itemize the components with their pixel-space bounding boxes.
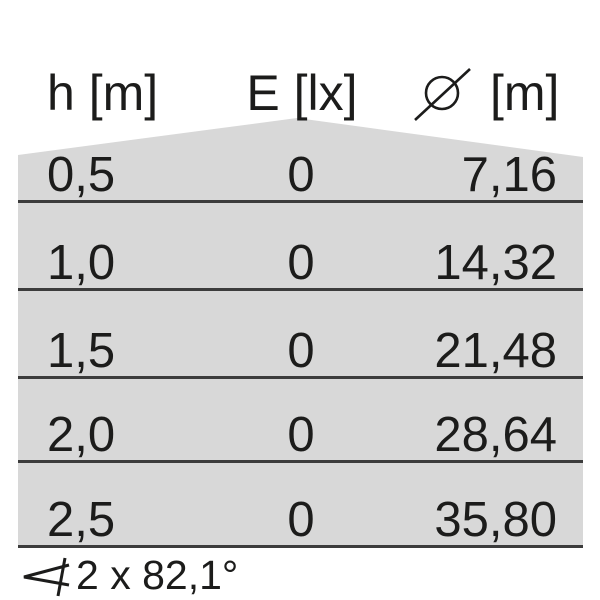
table-row: 2,0 0 28,64 [18, 398, 583, 463]
beam-angle-value: 2 x 82,1° [76, 552, 239, 598]
table-row: 1,0 0 14,32 [18, 226, 583, 291]
illuminance-value: 0 [287, 408, 315, 462]
diameter-value: 28,64 [434, 408, 557, 462]
illuminance-value: 0 [287, 324, 315, 378]
column-header-illuminance: E [lx] [246, 65, 358, 121]
diameter-value: 7,16 [461, 148, 557, 202]
table-row: 1,5 0 21,48 [18, 314, 583, 379]
beam-angle-icon [23, 557, 70, 597]
column-header-height: h [m] [47, 65, 159, 121]
height-value: 0,5 [47, 148, 116, 202]
table-row: 2,5 0 35,80 [18, 483, 583, 548]
column-header-diameter-unit: [m] [490, 65, 560, 121]
illuminance-value: 0 [287, 236, 315, 290]
illuminance-value: 0 [287, 493, 315, 547]
height-value: 1,0 [47, 236, 116, 290]
diameter-value: 35,80 [434, 493, 557, 547]
height-value: 2,0 [47, 408, 116, 462]
table-row: 0,5 0 7,16 [18, 138, 583, 203]
height-value: 2,5 [47, 493, 116, 547]
diameter-icon [414, 68, 471, 121]
height-value: 1,5 [47, 324, 116, 378]
diameter-value: 14,32 [434, 236, 557, 290]
diameter-value: 21,48 [434, 324, 557, 378]
illuminance-value: 0 [287, 148, 315, 202]
